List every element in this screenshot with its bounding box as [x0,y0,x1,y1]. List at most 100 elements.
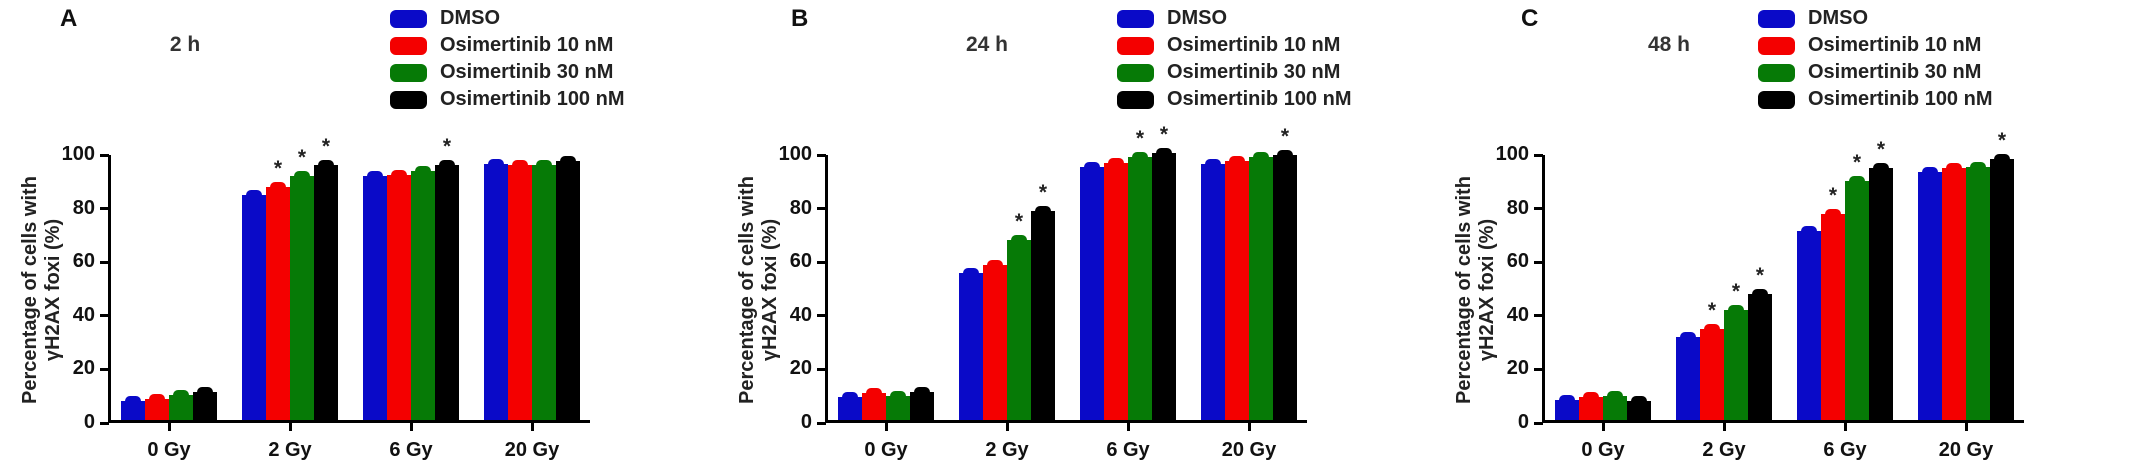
error-bar-cap [1253,152,1269,163]
error-bar-cap [1752,289,1768,300]
significance-asterisk: * [1997,128,2007,152]
y-axis-tick-label: 80 [789,196,812,219]
bar [1104,157,1128,420]
y-axis-tick-label: 0 [1517,411,1529,433]
y-axis-tick [817,421,826,425]
y-axis-tick-label: 100 [1495,143,1529,165]
x-axis-tick [884,423,888,431]
legend-item: Osimertinib 10 nM [1117,32,1352,59]
legend: DMSO Osimertinib 10 nM Osimertinib 30 nM Os… [1117,5,1352,113]
x-axis-tick-label: 20 Gy [504,439,560,461]
x-axis-tick [409,423,413,431]
legend-swatch-icon [1758,90,1795,109]
bar-group-20-gy: * [1918,129,2014,420]
bar-group-20-gy [484,156,580,420]
y-axis-tick-label: 20 [789,357,812,380]
bar-group-20-gy: * [1201,125,1297,420]
legend-label: Osimertinib 30 nM [440,61,614,83]
x-axis-tick [1722,423,1726,431]
bar [862,388,886,420]
y-axis-tick [1534,367,1543,371]
error-bar-cap [1994,153,2010,164]
significance-asterisk: * [442,135,452,159]
y-axis-tick [100,207,109,211]
error-bar-cap [125,396,141,407]
error-bar-cap [439,160,455,171]
significance-asterisk: * [1014,210,1024,234]
bar [910,386,934,420]
bar: * [290,146,314,420]
y-axis-tick [100,314,109,318]
bar-group-0-gy [121,386,217,420]
bar [532,160,556,420]
error-bar-cap [367,171,383,182]
x-axis-tick [530,423,534,431]
error-bar-cap [1607,390,1623,401]
bar-group-0-gy [838,386,934,420]
y-axis-tick [817,260,826,264]
legend-label: Osimertinib 100 nM [1808,88,1993,110]
error-bar-cap [1873,163,1889,174]
error-bar-cap [1108,157,1124,168]
x-axis-tick-label: 0 Gy [864,439,908,461]
error-bar-cap [560,156,576,167]
legend-swatch-icon [1758,36,1795,55]
error-bar-cap [246,189,262,200]
y-axis-tick-label: 80 [1506,196,1529,219]
panel-title: 48 h [1647,33,1691,56]
error-bar-cap [415,165,431,176]
y-axis-label-line2: γH2AX foxi (%) [42,218,64,362]
y-axis-label: Percentage of cells with γH2AX foxi (%) [736,125,782,455]
bar: * [1748,264,1772,420]
panel-letter: A [60,5,78,32]
y-axis-tick-label: 0 [800,411,812,433]
x-axis-tick [1005,423,1009,431]
x-axis-tick-label: 2 Gy [268,439,312,461]
error-bar-cap [318,160,334,171]
significance-asterisk: * [273,156,283,180]
panel-letter: B [791,5,809,32]
x-axis-tick-label: 2 Gy [1702,439,1746,461]
bar [1676,331,1700,420]
bar: * [1821,184,1845,420]
bar: * [314,135,338,420]
y-axis-tick-label: 60 [1506,250,1529,273]
bar [1201,159,1225,420]
bar [242,189,266,420]
error-bar-cap [149,393,165,404]
error-bar-cap [963,267,979,278]
legend-swatch-icon [1117,90,1154,109]
bar-group-6-gy: * [363,135,459,420]
bar [387,169,411,420]
x-axis-tick [1843,423,1847,431]
error-bar-cap [1156,148,1172,159]
bar [193,386,217,420]
error-bar-cap [1825,208,1841,219]
bar [363,171,387,420]
bar [1918,167,1942,420]
x-axis-tick [288,423,292,431]
significance-asterisk: * [1707,298,1717,322]
legend-swatch-icon [1758,63,1795,82]
y-axis-label-line2: γH2AX foxi (%) [1476,218,1498,362]
y-axis-tick [100,367,109,371]
y-axis-tick-label: 80 [72,196,95,219]
x-axis-tick [1964,423,1968,431]
bar: * [1128,127,1152,420]
y-axis-tick-label: 100 [778,143,812,165]
bar: * [1724,280,1748,420]
bar-group-6-gy: * * [1080,123,1176,420]
legend-label: Osimertinib 100 nM [1167,88,1352,110]
panel-title: 24 h [965,33,1009,56]
error-bar-cap [1946,163,1962,174]
bar [983,259,1007,420]
error-bar-cap [1011,235,1027,246]
bar [411,165,435,420]
legend-item: DMSO [1758,5,1993,32]
bar [1579,392,1603,420]
bar: * [1869,138,1893,420]
legend-item: Osimertinib 100 nM [390,86,625,113]
error-bar-cap [1704,323,1720,334]
bar [1555,394,1579,420]
bar-group-2-gy: * * [959,181,1055,420]
